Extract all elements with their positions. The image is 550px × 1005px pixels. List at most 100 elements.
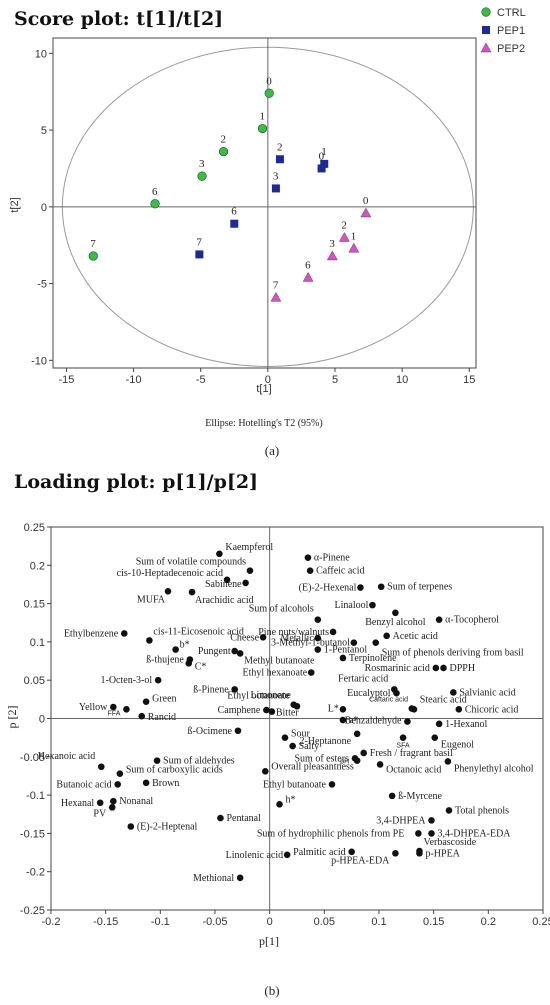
score-point-ctrl-0 (264, 88, 274, 98)
loading-point-butanoic-acid (114, 781, 121, 788)
loading-point-rosmarinic-acid (432, 664, 440, 672)
loading-point-bitter (268, 708, 276, 715)
loading-label-bitter: Bitter (276, 708, 299, 719)
loading-xtick-label: -0.1 (151, 916, 170, 928)
loading-label-palmitic-acid: Palmitic acid (293, 847, 346, 858)
score-point-ctrl-6 (150, 199, 160, 209)
loading-point-pine-nuts-walnuts (329, 628, 337, 636)
loading-label-sum-of-volatile-compounds: Sum of volatile compounds (136, 557, 246, 568)
score-plot-panel: Score plot: t[1]/t[2] -15 -10 -5 0 5 10 151050… (9, 7, 526, 458)
loading-label-c: C* (195, 661, 207, 672)
loading-label-h: h* (286, 794, 296, 805)
loading-label-methional: Methional (193, 873, 234, 884)
loading-label-thujene: ß-thujene (146, 655, 184, 666)
loading-point-sabinene (242, 579, 249, 587)
loading-point-ocimene (234, 727, 242, 735)
loading-label-1-pentanol: 1-Pentanol (324, 645, 368, 656)
loading-ytick-label: 0.25 (24, 522, 45, 534)
score-point-ctrl-2 (218, 146, 229, 157)
loading-xtick-label: 0.2 (481, 916, 496, 928)
score-point-label: 6 (305, 259, 311, 271)
loading-point-pinene (304, 554, 312, 561)
loading-point-1-pentanol (314, 646, 322, 653)
loading-label-2-heptanone: 2-Heptanone (299, 736, 351, 747)
loading-label-nonanal: Nonanal (119, 796, 153, 807)
loading-point-ethyl-butanoate (328, 781, 336, 788)
loading-label-total-phenols: Total phenols (455, 805, 509, 816)
score-point-pep2-2 (338, 232, 350, 242)
loading-label-yellow: Yellow (79, 702, 108, 713)
score-point-label: 3 (329, 238, 335, 250)
loading-label-3-4-dhpea: 3,4-DHPEA (376, 815, 426, 826)
score-ytick-label: 10 (35, 48, 47, 60)
score-plot-ylabel: t[2] (9, 197, 21, 212)
score-point-label: 2 (341, 220, 347, 232)
loading-point-sum-of-carboxylic-acids (116, 770, 124, 777)
loading-label-ffa: FFA (108, 710, 121, 717)
loading-label-cis-10-heptadecenoic-acid: cis-10-Heptadecenoic acid (117, 568, 223, 579)
ellipse-note: Ellipse: Hotelling's T2 (95%) (205, 418, 322, 429)
loading-point-myrcene (388, 792, 396, 800)
loading-point-eugenol (431, 734, 439, 741)
loading-label-ph: pH (340, 759, 349, 766)
score-xtick-label: 5 (332, 374, 338, 386)
loading-label-cis-11-eicosenoic-acid: cis-11-Eicosenoic acid (153, 626, 243, 637)
loading-point-b (172, 646, 179, 653)
loading-point-chicoric-acid (455, 706, 463, 713)
loading-label-caffeic-acid: Caffeic acid (316, 566, 364, 577)
loading-label-ethyl-hexanoate: Ethyl hexanoate (243, 668, 308, 679)
loading-point-fresh-fragrant-basil (360, 749, 367, 757)
loading-ytick-label: 0.05 (24, 675, 45, 687)
loading-point-2-heptanone (353, 730, 361, 738)
score-point-pep2-6 (302, 271, 314, 282)
loading-point-e-2-heptenal (127, 823, 135, 830)
loading-point-hexanal (96, 799, 104, 807)
loading-point-rancid (138, 712, 146, 720)
loading-label-tocopherol: α-Tocopherol (445, 615, 499, 626)
loading-label-brown: Brown (152, 778, 179, 789)
loading-label-l: L* (328, 703, 339, 714)
loading-label-e-2-hexenal: (E)-2-Hexenal (299, 583, 357, 594)
loading-ytick-label: 0.1 (30, 637, 45, 649)
score-plot-legend: CTRL PEP1 PEP2 (480, 7, 526, 55)
loading-ytick-label: -0.05 (20, 752, 45, 764)
score-point-label: 0 (266, 75, 272, 87)
loading-label-sum-of-carboxylic-acids: Sum of carboxylic acids (126, 765, 223, 776)
loading-label-sabinene: Sabinene (205, 579, 242, 590)
loading-point-3-4-dhpea (428, 817, 435, 824)
loading-xtick-label: 0.15 (423, 916, 444, 928)
loading-label-pinene: ß-Pinene (193, 684, 229, 695)
loading-label-camphene: Camphene (218, 705, 261, 716)
loading-plot-panel: Loading plot: p[1]/p[2] -0.2 -0.15 -0.1 -0.… (5, 471, 550, 998)
loading-label-metallic: Metallic (280, 633, 314, 644)
loading-ytick-label: -0.2 (26, 867, 45, 879)
loading-label-sour: Sour (291, 729, 311, 740)
score-xtick-label: -10 (126, 374, 142, 386)
score-point-label: 6 (231, 206, 237, 218)
loading-label-sum-of-terpenes: Sum of terpenes (387, 582, 452, 593)
score-point-pep2-1 (348, 242, 360, 253)
loading-ytick-label: -0.15 (20, 828, 45, 840)
score-point-ctrl-1 (257, 123, 268, 134)
loading-point-dpph (440, 664, 447, 672)
loading-plot-axes (51, 527, 543, 910)
loading-label-pinene: α-Pinene (314, 553, 350, 564)
loading-label-pine-nuts-walnuts: Pine nuts/walnuts (258, 627, 329, 638)
score-plot-xlabel: t[1] (256, 383, 271, 395)
loading-label-salvianic-acid: Salvianic acid (459, 687, 515, 698)
loading-point-arachidic-acid (188, 588, 196, 596)
loading-plot-ylabel: p [2] (5, 706, 19, 729)
loading-label-1-octen-3-ol: 1-Octen-3-ol (100, 675, 152, 686)
loading-label-phenylethyl-alcohol: Phenylethyl alcohol (454, 763, 534, 774)
loading-point-nonanal (110, 797, 117, 805)
loading-label-eucalyptol: Eucalyptol (347, 688, 391, 699)
loading-point-pungent (231, 647, 238, 655)
score-point-ctrl-7 (88, 251, 98, 261)
score-ytick-label: 5 (41, 125, 47, 137)
loading-label-fresh-fragrant-basil: Fresh / fragrant basil (370, 748, 453, 759)
score-xtick-label: -5 (196, 374, 206, 386)
loading-label-ocimene: ß-Ocimene (188, 726, 233, 737)
score-point-label: 3 (199, 158, 205, 170)
